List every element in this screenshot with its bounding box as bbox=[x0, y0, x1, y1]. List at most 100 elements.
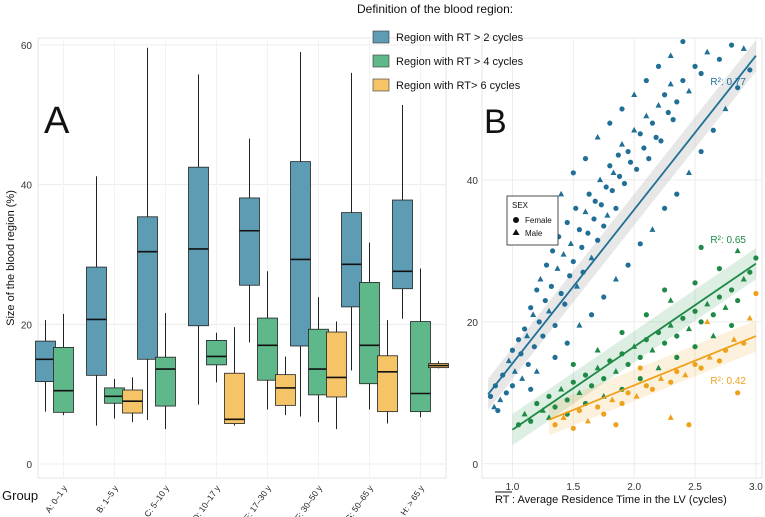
panel-b-point-female bbox=[570, 170, 576, 176]
panel-b-point-female bbox=[601, 223, 607, 229]
region-legend-swatch bbox=[372, 78, 390, 92]
panel-a-box bbox=[275, 374, 296, 406]
panel-b-point-male bbox=[704, 48, 711, 55]
panel-b-point-female bbox=[680, 315, 686, 321]
panel-b-point-female bbox=[509, 383, 516, 389]
region-legend-title: Definition of the blood region: bbox=[357, 2, 513, 16]
panel-b-point-male bbox=[558, 385, 565, 392]
panel-a-box bbox=[341, 212, 362, 308]
panel-b-point-male bbox=[560, 251, 567, 257]
panel-b-point-male bbox=[667, 414, 674, 420]
panel-b-point-female bbox=[674, 191, 680, 197]
panel-b-point-male bbox=[497, 396, 504, 403]
panel-a-y-tick-label: 60 bbox=[21, 41, 33, 52]
sex-legend-female-label: Female bbox=[525, 216, 552, 225]
panel-b-point-female bbox=[710, 312, 716, 318]
panel-b-point-female bbox=[552, 404, 558, 410]
sex-legend-male-label: Male bbox=[525, 229, 543, 238]
panel-b-point-female bbox=[643, 77, 649, 84]
panel-b-y-tick-label: 0 bbox=[472, 460, 478, 471]
region-legend-swatch bbox=[372, 30, 390, 44]
panel-b-point-female bbox=[680, 38, 686, 45]
panel-b-point-female bbox=[649, 120, 656, 126]
panel-b-point-female bbox=[634, 166, 640, 172]
panel-b-point-male bbox=[537, 275, 544, 282]
panel-b-point-female bbox=[653, 134, 659, 140]
panel-b-point-female bbox=[564, 219, 570, 226]
panel-b-point-male bbox=[740, 275, 747, 282]
panel-b-x-tick-label: 2.5 bbox=[688, 482, 702, 493]
panel-b-point-female bbox=[643, 312, 649, 318]
panel-b-point-female bbox=[680, 77, 686, 84]
panel-b-x-axis-symbol: RT bbox=[495, 494, 510, 506]
panel-b-point-male bbox=[594, 346, 601, 353]
panel-b-point-female bbox=[674, 99, 680, 105]
panel-a-box bbox=[377, 355, 398, 413]
panel-a-y-tick-label: 40 bbox=[21, 181, 33, 192]
panel-b-point-male bbox=[584, 417, 591, 424]
panel-b-point-female bbox=[625, 390, 631, 396]
panel-b-point-male bbox=[685, 87, 692, 94]
panel-a-boxes bbox=[35, 47, 449, 430]
panel-b-point-female bbox=[603, 184, 609, 190]
panel-b-point-female bbox=[698, 319, 704, 325]
panel-b-point-female bbox=[619, 400, 625, 407]
panel-b-point-female bbox=[710, 127, 716, 133]
panel-b-point-female bbox=[546, 393, 552, 399]
panel-b-point-female bbox=[601, 294, 607, 300]
panel-b-point-female bbox=[637, 354, 643, 360]
panel-b-point-female bbox=[625, 262, 631, 268]
panel-b-point-male bbox=[533, 368, 540, 374]
panel-b-point-female bbox=[637, 365, 643, 371]
panel-b-x-axis-label: : Average Residence Time in the LV (cycl… bbox=[512, 494, 727, 506]
panel-a-y-tick-label: 0 bbox=[26, 460, 32, 471]
panel-b-point-female bbox=[728, 42, 735, 48]
panel-a-box bbox=[239, 197, 260, 286]
region-legend-swatch bbox=[372, 54, 390, 68]
panel-b-point-male bbox=[649, 346, 656, 353]
panel-b-point-male bbox=[567, 240, 574, 247]
panel-a-x-tick-label: F: 30–50 y bbox=[293, 483, 325, 517]
panel-b-point-male bbox=[558, 190, 565, 197]
panel-b-point-female bbox=[686, 422, 692, 428]
panel-b-point-female bbox=[662, 287, 668, 293]
panel-b-point-female bbox=[670, 117, 676, 123]
panel-b-point-female bbox=[698, 148, 704, 155]
panel-b-point-female bbox=[735, 85, 741, 91]
panel-b-point-female bbox=[607, 163, 613, 169]
region-legend: Definition of the blood region: Region w… bbox=[357, 2, 524, 92]
panel-b-point-female bbox=[592, 198, 598, 204]
panel-b-point-female bbox=[509, 347, 516, 353]
panel-b-point-male bbox=[576, 389, 583, 396]
panel-b-point-female bbox=[570, 379, 576, 385]
panel-a-label: A bbox=[44, 100, 70, 142]
panel-b-point-female bbox=[753, 290, 759, 297]
panel-b-point-female bbox=[487, 393, 494, 399]
panel-b-point-male bbox=[610, 169, 617, 176]
panel-b-point-female bbox=[637, 241, 643, 247]
panel-b-point-female bbox=[735, 390, 741, 396]
panel-b-point-male bbox=[505, 357, 512, 364]
panel-b-fit-line bbox=[511, 262, 757, 431]
panel-b-point-female bbox=[528, 418, 534, 424]
panel-a-x-tick-label: G: 50–65 y bbox=[343, 483, 375, 517]
panel-b-fit-lines bbox=[487, 55, 757, 431]
panel-b-x-tick-label: 2.0 bbox=[627, 482, 641, 493]
panel-b-point-female bbox=[616, 173, 623, 179]
panel-b-point-female bbox=[573, 205, 579, 211]
panel-b-point-female bbox=[615, 152, 621, 158]
panel-b-point-female bbox=[674, 354, 680, 360]
panel-b-fit-line bbox=[487, 55, 757, 395]
panel-a-box bbox=[308, 328, 329, 396]
panel-b-point-male bbox=[524, 332, 531, 339]
panel-a-box bbox=[53, 346, 74, 413]
panel-a-x-ticks: A: 0–1 y B: 1–5 y C: 5–10 y D: 10–17 y E: 17… bbox=[43, 483, 427, 517]
panel-a-box bbox=[86, 266, 107, 376]
panel-b-point-female bbox=[522, 326, 528, 332]
sex-legend: SEX Female Male bbox=[506, 195, 559, 246]
panel-b-point-female bbox=[692, 308, 698, 314]
region-legend-items: Region with RT > 2 cycles Region with RT … bbox=[372, 30, 524, 92]
panel-b-point-male bbox=[491, 403, 498, 410]
panel-b-point-male bbox=[530, 311, 537, 317]
